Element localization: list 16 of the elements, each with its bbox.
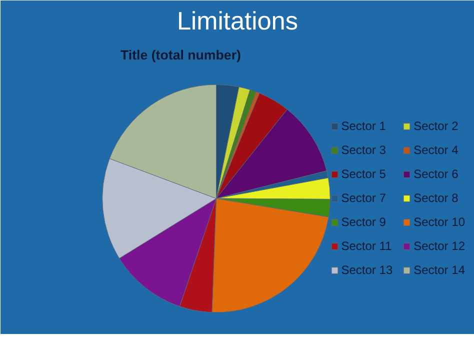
legend-label: Sector 13 — [341, 263, 393, 277]
legend-label: Sector 2 — [414, 119, 458, 133]
legend-label: Sector 4 — [414, 143, 458, 157]
legend-label: Sector 7 — [341, 191, 386, 205]
legend-label: Sector 1 — [341, 119, 386, 133]
legend-label: Sector 5 — [341, 167, 386, 181]
legend-label: Sector 12 — [414, 239, 465, 253]
chart-title: Limitations — [176, 8, 298, 36]
legend-label: Sector 3 — [341, 143, 386, 157]
chart-subtitle: Title (total number) — [120, 48, 241, 62]
legend-label: Sector 8 — [414, 191, 458, 205]
legend-label: Sector 14 — [414, 263, 465, 277]
legend-label: Sector 6 — [414, 167, 458, 181]
legend-label: Sector 9 — [341, 215, 386, 229]
legend-label: Sector 10 — [414, 215, 465, 229]
legend-label: Sector 11 — [341, 239, 392, 253]
